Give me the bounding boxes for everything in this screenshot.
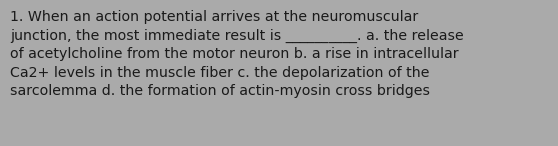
Text: 1. When an action potential arrives at the neuromuscular
junction, the most imme: 1. When an action potential arrives at t… [10, 10, 464, 98]
